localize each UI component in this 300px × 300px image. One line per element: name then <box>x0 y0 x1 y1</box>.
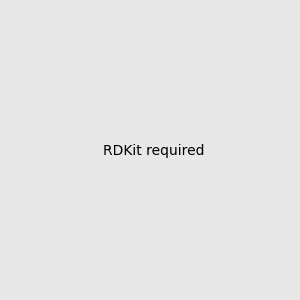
Text: RDKit required: RDKit required <box>103 145 205 158</box>
